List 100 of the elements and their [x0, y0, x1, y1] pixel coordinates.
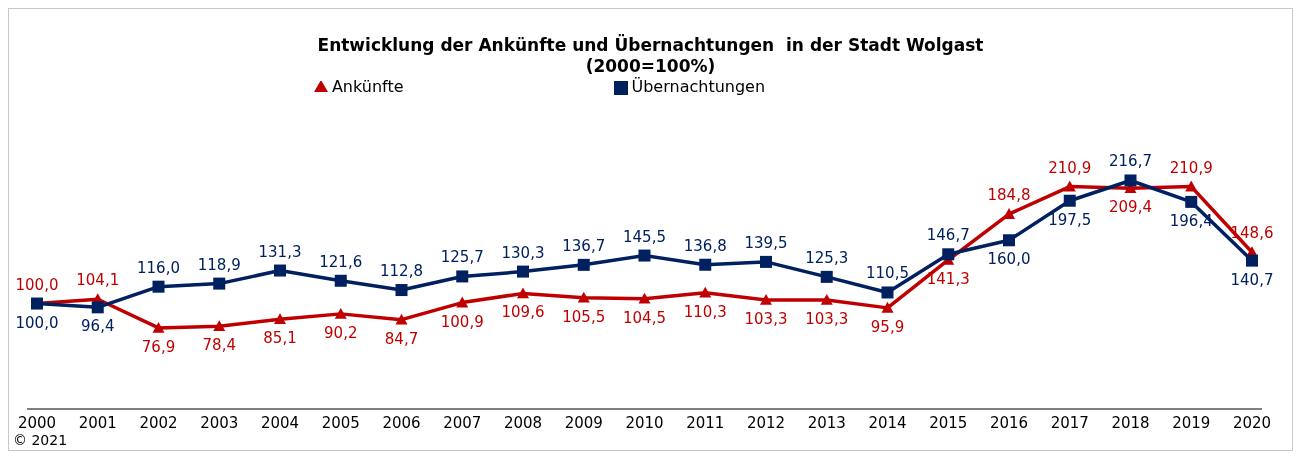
data-label: 85,1	[263, 329, 297, 348]
data-label: 100,0	[15, 275, 59, 294]
x-tick-label: 2010	[625, 413, 664, 432]
data-label: 103,3	[805, 310, 849, 329]
point	[638, 249, 651, 262]
data-label: 160,0	[987, 250, 1031, 269]
data-label: 146,7	[926, 226, 970, 245]
point	[1003, 208, 1015, 219]
point	[274, 264, 286, 277]
legend-label: Übernachtungen	[631, 77, 766, 96]
data-label: 136,7	[562, 236, 606, 255]
x-tick-label: 2007	[443, 413, 482, 432]
point	[760, 294, 772, 305]
point	[91, 301, 104, 314]
point	[334, 274, 347, 287]
data-label: 130,3	[501, 243, 545, 262]
point	[1063, 194, 1076, 207]
data-label: 209,4	[1109, 198, 1152, 217]
x-tick-label: 2014	[868, 413, 907, 432]
point	[334, 307, 347, 319]
point	[1063, 180, 1076, 192]
x-tick-label: 2006	[382, 413, 421, 432]
data-label: 139,5	[744, 233, 788, 252]
point	[274, 313, 286, 325]
data-label: 184,8	[987, 186, 1031, 205]
point	[1185, 180, 1198, 192]
point	[152, 321, 165, 333]
point	[1185, 195, 1198, 208]
point	[820, 294, 833, 305]
point	[456, 296, 469, 308]
data-label: 78,4	[202, 336, 236, 355]
x-tick-label: 2005	[321, 413, 360, 432]
chart-title: Entwicklung der Ankünfte und Übernachtungen in der Stadt Wolgast	[316, 35, 985, 56]
x-tick-label: 2000	[17, 413, 57, 432]
data-label: 110,5	[866, 264, 909, 283]
data-label: 110,3	[683, 302, 727, 321]
point	[881, 301, 894, 313]
point	[881, 286, 894, 299]
point	[456, 270, 469, 283]
point	[213, 277, 226, 290]
x-tick-label: 2001	[78, 413, 117, 432]
data-label: 196,4	[1169, 211, 1213, 230]
point	[1246, 254, 1258, 267]
point	[638, 292, 651, 304]
point	[699, 258, 712, 271]
point	[820, 270, 833, 283]
x-tick-label: 2003	[200, 413, 239, 432]
data-label: 131,3	[258, 242, 302, 261]
data-label: 104,5	[623, 308, 666, 327]
data-label: 125,7	[440, 248, 484, 267]
data-label: 210,9	[1048, 158, 1092, 177]
point	[577, 291, 590, 303]
legend-label: Ankünfte	[331, 77, 404, 96]
x-tick-label: 2012	[746, 413, 786, 432]
point	[942, 248, 955, 261]
x-tick-label: 2013	[807, 413, 846, 432]
data-label: 76,9	[141, 337, 176, 356]
point	[517, 265, 529, 278]
data-label: 121,6	[319, 252, 363, 271]
data-label: 140,7	[1230, 270, 1274, 289]
point	[699, 286, 712, 298]
x-tick-label: 2016	[989, 413, 1029, 432]
data-label: 125,3	[805, 248, 849, 267]
data-label: 118,9	[197, 255, 241, 274]
data-label: 84,7	[384, 329, 419, 348]
x-tick-label: 2004	[260, 413, 300, 432]
data-label: 103,3	[744, 310, 788, 329]
data-label: 109,6	[501, 303, 545, 322]
x-tick-label: 2017	[1050, 413, 1089, 432]
x-tick-label: 2015	[929, 413, 968, 432]
data-label: 96,4	[81, 317, 115, 336]
x-tick-label: 2009	[564, 413, 603, 432]
x-tick-label: 2020	[1232, 413, 1272, 432]
chart-subtitle: (2000=100%)	[584, 56, 717, 77]
data-label: 112,8	[380, 262, 423, 281]
data-label: 145,5	[623, 227, 666, 246]
point	[395, 313, 408, 325]
point	[1124, 174, 1137, 187]
data-label: 197,5	[1048, 210, 1092, 229]
text: © 2021	[13, 432, 68, 448]
data-label: 100,9	[440, 312, 484, 331]
data-label: 210,9	[1169, 158, 1213, 177]
x-tick-label: 2019	[1172, 413, 1211, 432]
x-tick-label: 2011	[686, 413, 725, 432]
point	[395, 284, 408, 297]
point	[517, 287, 529, 299]
data-label: 216,7	[1109, 152, 1152, 171]
point	[577, 258, 590, 271]
x-tick-label: 2008	[503, 413, 543, 432]
point	[152, 280, 165, 293]
data-label: 95,9	[870, 317, 905, 336]
data-label: 136,8	[683, 236, 727, 255]
data-label: 116,0	[137, 258, 180, 277]
data-label: 90,2	[324, 323, 358, 342]
data-label: 100,0	[15, 313, 59, 332]
x-tick-label: 2002	[139, 413, 178, 432]
x-tick-label: 2018	[1111, 413, 1150, 432]
point	[1003, 234, 1015, 247]
point	[213, 320, 226, 332]
data-label: 104,1	[76, 271, 120, 290]
